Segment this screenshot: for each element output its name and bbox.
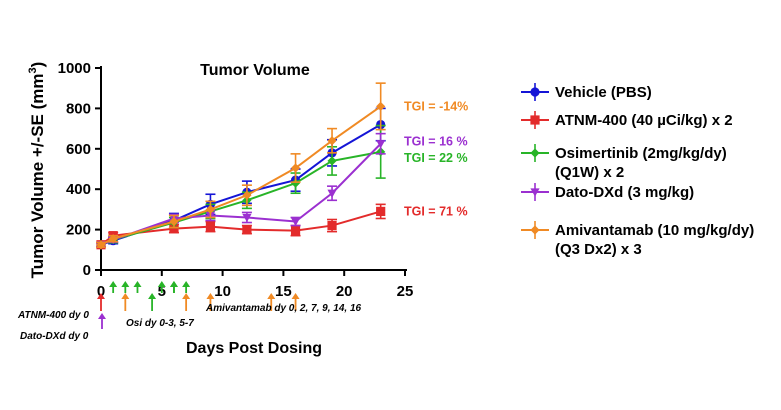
dosing-arrow-head — [133, 281, 142, 287]
x-tick-label: 15 — [275, 283, 292, 300]
y-axis-label-superscript: 3 — [27, 67, 39, 73]
y-axis-label-end: ) — [28, 62, 47, 68]
dosing-arrow-head — [121, 293, 130, 299]
y-tick-label: 400 — [66, 181, 91, 198]
series-4 — [96, 82, 386, 250]
dosing-arrow-head — [109, 281, 118, 287]
legend-entry: ATNM-400 (40 µCi/kg) x 2 — [555, 112, 733, 129]
data-point — [205, 221, 216, 232]
data-point — [290, 178, 301, 188]
dose-label-atnm: ATNM-400 dy 0 — [17, 310, 89, 321]
dosing-arrow-head — [98, 313, 106, 319]
tgi-annotation: TGI = -14% — [404, 99, 468, 113]
legend-entry: Amivantamab (10 mg/kg/dy) — [555, 222, 754, 239]
data-point — [327, 136, 337, 146]
data-point — [290, 163, 301, 173]
dose-label-dato: Dato-DXd dy 0 — [20, 331, 89, 342]
legend-entry: Vehicle (PBS) — [555, 84, 652, 101]
data-point — [376, 101, 386, 111]
legend-marker — [530, 87, 540, 97]
data-point — [327, 220, 337, 231]
data-point — [169, 223, 179, 234]
legend-entry-line2: (Q1W) x 2 — [555, 164, 624, 181]
dose-label-amivantamab: Amivantamab dy 0, 2, 7, 9, 14, 16 — [205, 303, 362, 314]
dosing-arrow-head — [121, 281, 130, 287]
y-tick-label: 800 — [66, 100, 91, 117]
data-point — [376, 206, 386, 217]
y-axis-label-main: Tumor Volume +/-SE (mm — [28, 73, 47, 278]
data-point — [242, 213, 252, 223]
dose-label-osi: Osi dy 0-3, 5-7 — [126, 318, 194, 329]
tgi-annotation: TGI = 22 % — [404, 151, 468, 165]
dosing-arrow-head — [267, 293, 276, 299]
dosing-arrow-head — [182, 281, 191, 287]
x-tick-label: 20 — [336, 283, 353, 300]
y-tick-label: 1000 — [58, 60, 91, 77]
data-point — [108, 234, 118, 244]
y-tick-label: 200 — [66, 222, 91, 239]
dosing-arrow-head — [169, 281, 178, 287]
chart-area: 020040060080010000510152025TGI = -14%TGI… — [58, 60, 468, 329]
series-1 — [96, 203, 386, 250]
dosing-arrow-head — [206, 293, 215, 299]
x-axis-label: Days Post Dosing — [186, 340, 322, 357]
legend-marker — [530, 148, 540, 158]
data-point — [327, 156, 337, 166]
legend-entry: Osimertinib (2mg/kg/dy) — [555, 145, 727, 162]
data-point — [376, 140, 386, 149]
data-point — [290, 217, 301, 227]
tgi-annotation: TGI = 16 % — [404, 135, 468, 149]
legend-marker — [530, 188, 540, 197]
y-tick-label: 0 — [83, 262, 91, 279]
legend: Vehicle (PBS) ATNM-400 (40 µCi/kg) x 2 Osi… — [521, 83, 754, 258]
tgi-annotation: TGI = 71 % — [404, 204, 468, 218]
y-tick-label: 600 — [66, 141, 91, 158]
legend-entry: Dato-DXd (3 mg/kg) — [555, 184, 694, 201]
legend-marker — [530, 225, 540, 235]
x-tick-label: 0 — [97, 283, 105, 300]
legend-marker — [530, 115, 540, 125]
dosing-arrow-head — [291, 293, 300, 299]
chart-title: Tumor Volume — [200, 62, 310, 79]
data-point — [205, 204, 216, 214]
dosing-arrow-head — [157, 281, 166, 287]
data-point — [169, 216, 179, 227]
data-point — [290, 226, 301, 236]
series-line — [100, 123, 382, 246]
y-axis-label: Tumor Volume +/-SE (mm3) — [27, 62, 47, 279]
dosing-arrow-head — [148, 293, 157, 299]
data-point — [242, 190, 252, 200]
dosing-arrow-head — [97, 293, 105, 299]
data-point — [327, 189, 337, 198]
data-point — [242, 225, 252, 235]
data-point — [96, 240, 106, 250]
series-line — [100, 105, 382, 246]
x-tick-label: 10 — [214, 283, 231, 300]
x-tick-label: 25 — [397, 283, 414, 300]
series-line — [100, 210, 381, 246]
dosing-arrow-head — [182, 293, 191, 299]
legend-entry-line2: (Q3 Dx2) x 3 — [555, 241, 642, 258]
